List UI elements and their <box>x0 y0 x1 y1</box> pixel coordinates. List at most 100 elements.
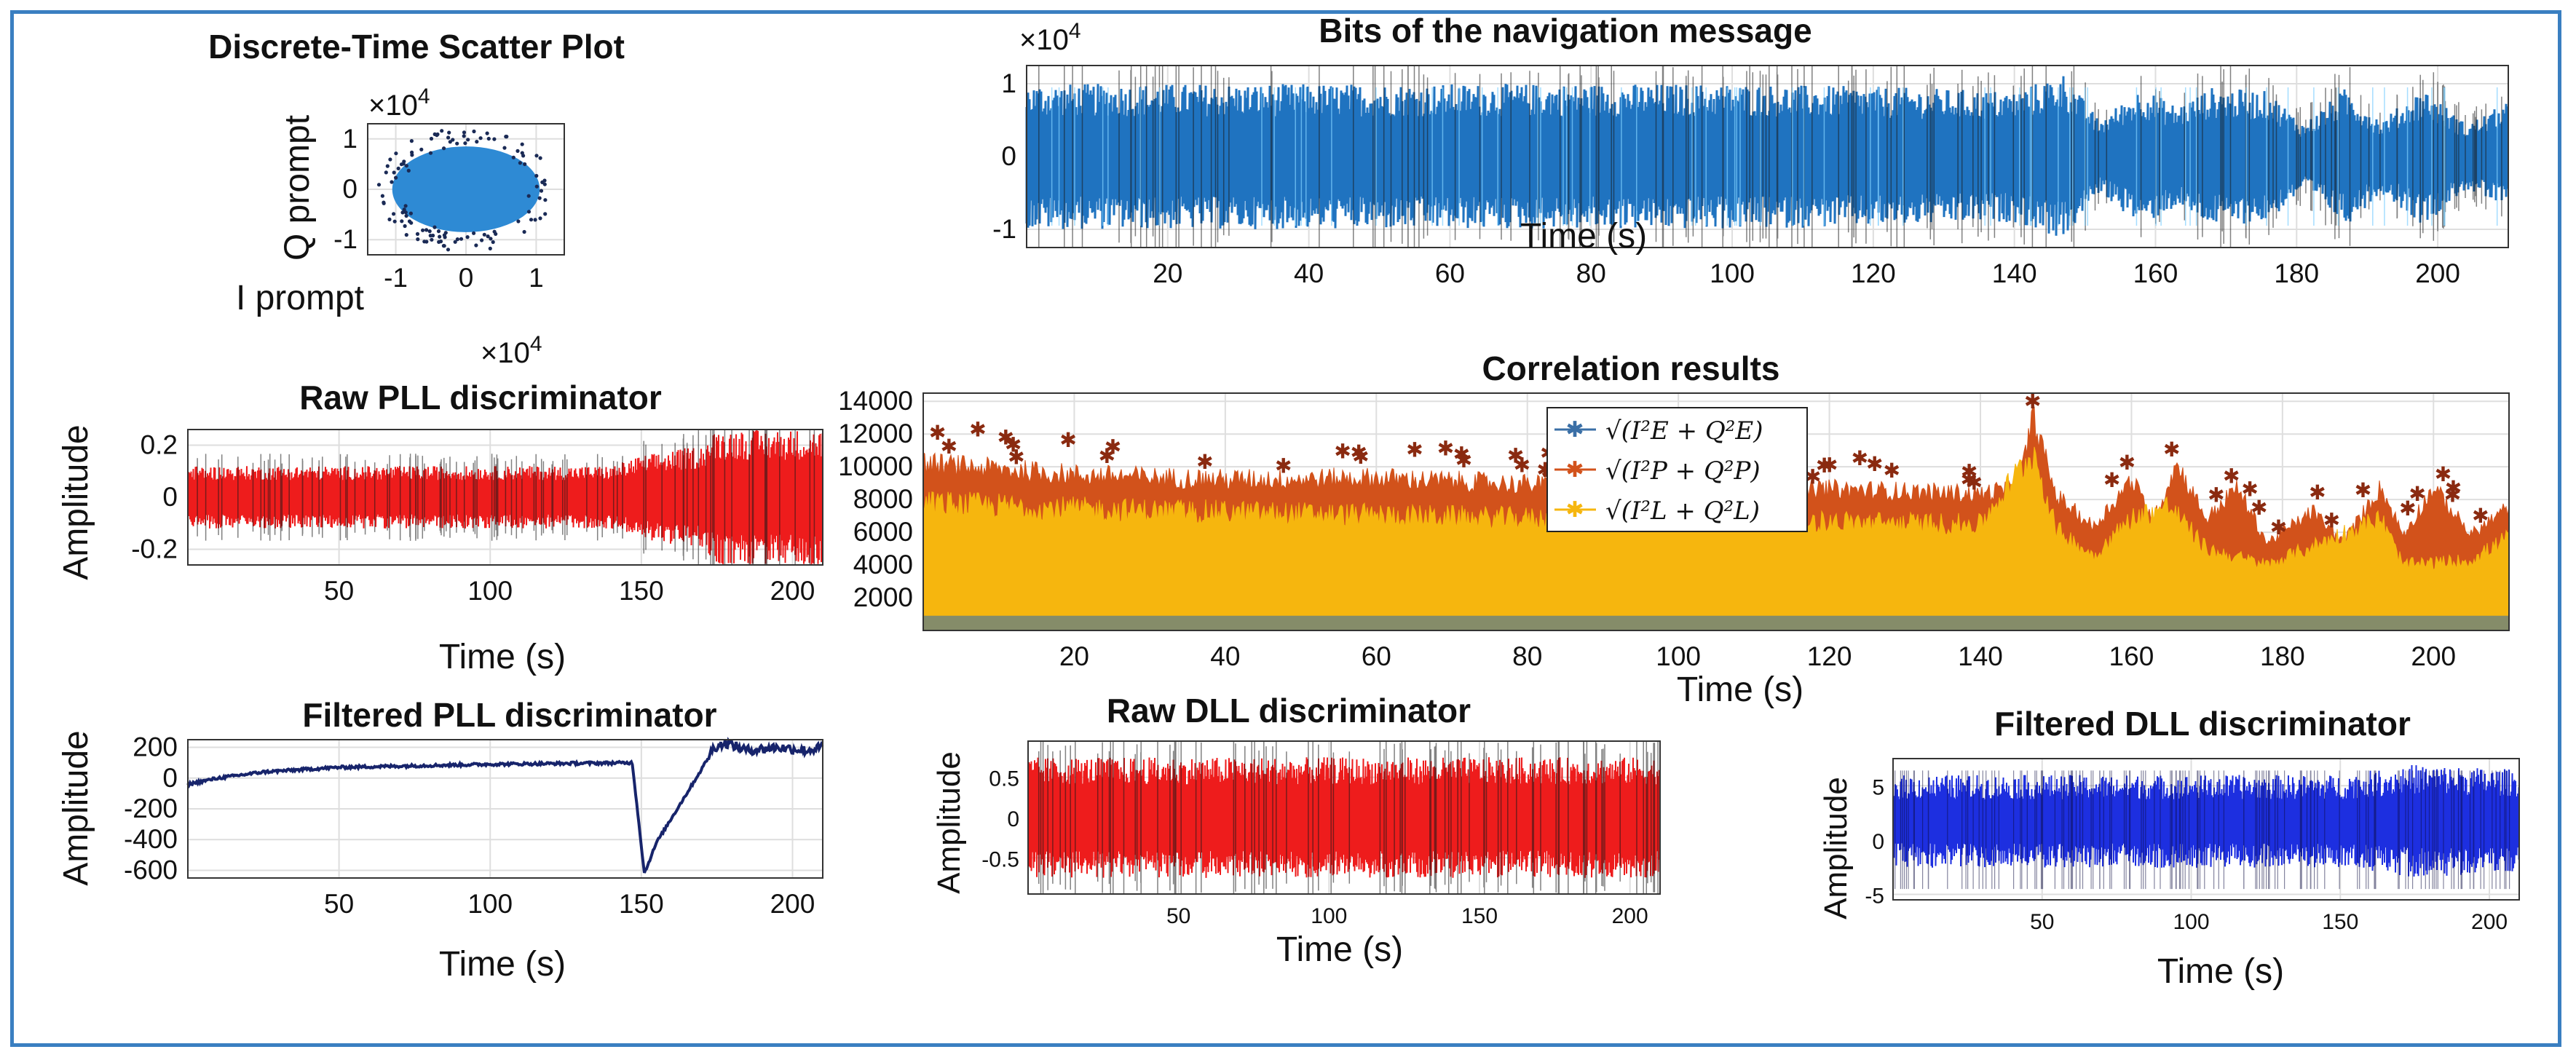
filtdll-xtick-3: 200 <box>2471 910 2508 934</box>
corr-legend: ✱ √(I²E + Q²E) ✱ √(I²P + Q²P) ✱ √(I²L + … <box>1546 407 1808 532</box>
scatter-point <box>486 234 490 239</box>
corr-marker: ✱ <box>1455 449 1472 472</box>
rawdll-ytick-2: -0.5 <box>981 847 1019 871</box>
corr-marker: ✱ <box>2445 477 2462 499</box>
corr-marker: ✱ <box>1059 429 1076 451</box>
filtdll-ytick-2: -5 <box>1865 885 1884 909</box>
legend-label-early: √(I²E + Q²E) <box>1605 416 1763 446</box>
corr-marker: ✱ <box>1961 469 1978 491</box>
corr-xtick-9: 200 <box>2411 641 2456 671</box>
bits-xtick-1: 40 <box>1294 258 1324 288</box>
scatter-point <box>466 138 470 142</box>
legend-entry-late: ✱ √(I²L + Q²L) <box>1554 497 1760 526</box>
rawpll-series-spikes <box>197 430 815 565</box>
corr-marker: ✱ <box>2119 451 2136 474</box>
scatter-point <box>435 133 439 138</box>
filtdll-spikes <box>1895 770 2520 890</box>
corr-marker: ✱ <box>2309 481 2326 504</box>
filtpll-xtick-3: 200 <box>770 889 815 919</box>
filtdll-ytick-0: 5 <box>1872 775 1884 799</box>
corr-marker: ✱ <box>969 419 986 441</box>
scatter-point <box>428 151 433 155</box>
svg-text:✱: ✱ <box>1565 418 1584 442</box>
bits-xtick-4: 100 <box>1710 258 1755 288</box>
corr-xtick-4: 100 <box>1656 641 1701 671</box>
rawpll-ytick-0: 0.2 <box>141 430 178 459</box>
filtpll-ytick-4: -600 <box>124 855 178 885</box>
corr-ytick-3: 8000 <box>853 484 913 514</box>
scatter-ylabel: Q prompt <box>278 115 317 261</box>
legend-entry-prompt: ✱ √(I²P + Q²P) <box>1554 456 1761 486</box>
scatter-point <box>430 237 434 242</box>
scatter-point <box>404 213 408 218</box>
scatter-point <box>396 166 400 170</box>
filtpll-xtick-2: 150 <box>619 889 664 919</box>
corr-ytick-2: 10000 <box>838 451 913 481</box>
rawpll-exponent: ×104 <box>481 332 542 370</box>
rawdll-axes-box <box>1027 740 1661 895</box>
corr-marker: ✱ <box>1437 438 1454 460</box>
scatter-point <box>415 232 420 236</box>
scatter-point <box>542 182 547 186</box>
bits-ytick-2: -1 <box>992 214 1016 244</box>
legend-entry-early: ✱ √(I²E + Q²E) <box>1554 416 1763 446</box>
filtpll-ytick-1: 0 <box>162 763 178 793</box>
scatter-point <box>400 219 404 224</box>
scatter-point <box>505 135 509 139</box>
scatter-point <box>488 246 492 250</box>
scatter-xtick-2: 1 <box>529 263 544 293</box>
bits-xlabel: Time (s) <box>1520 217 1647 256</box>
corr-marker: ✱ <box>1804 466 1821 489</box>
scatter-point <box>427 229 432 234</box>
rawpll-ytick-1: 0 <box>162 482 178 512</box>
corr-marker: ✱ <box>1852 447 1868 470</box>
corr-marker: ✱ <box>2409 483 2425 505</box>
corr-marker: ✱ <box>1275 455 1292 478</box>
corr-marker: ✱ <box>1352 446 1369 468</box>
corr-marker: ✱ <box>2472 505 2489 527</box>
scatter-point <box>485 131 489 135</box>
scatter-point <box>424 228 429 232</box>
scatter-point <box>419 147 424 151</box>
scatter-point <box>448 140 452 144</box>
scatter-point <box>523 162 527 167</box>
rawpll-axes-box <box>187 429 823 566</box>
corr-ytick-0: 14000 <box>838 386 913 416</box>
filtdll-title: Filtered DLL discriminator <box>1994 705 2411 743</box>
filtpll-axes-box <box>187 739 823 879</box>
scatter-xtick-0: -1 <box>384 263 408 293</box>
scatter-point <box>410 153 414 157</box>
scatter-point <box>526 210 532 214</box>
scatter-point <box>403 204 408 208</box>
filtdll-axes-box <box>1892 758 2520 901</box>
scatter-cloud <box>392 146 540 232</box>
bits-xtick-0: 20 <box>1153 258 1182 288</box>
rawpll-ytick-2: -0.2 <box>131 534 178 564</box>
scatter-point <box>400 210 405 215</box>
corr-marker: ✱ <box>1105 435 1121 458</box>
scatter-point <box>403 210 408 215</box>
rawdll-xtick-2: 150 <box>1461 904 1498 928</box>
scatter-point <box>543 198 548 202</box>
bits-axes-box <box>1026 65 2509 248</box>
scatter-panel: Discrete-Time Scatter Plot ×104 -1 0 110-1… <box>208 28 625 317</box>
rawpll-xtick-2: 150 <box>619 576 664 606</box>
scatter-ytick-0: 1 <box>342 124 357 154</box>
filtpll-ytick-3: -400 <box>124 824 178 854</box>
rawpll-plot-area: 50 100 150 200 0.2 0 -0.2 <box>131 429 823 606</box>
scatter-point <box>409 139 414 143</box>
scatter-point <box>463 141 467 146</box>
scatter-point <box>465 235 470 240</box>
corr-xtick-0: 20 <box>1059 641 1089 671</box>
scatter-point <box>520 142 524 146</box>
scatter-point <box>455 237 460 242</box>
rawdll-title: Raw DLL discriminator <box>1107 692 1471 729</box>
corr-panel: Correlation results ✱✱✱✱✱✱✱✱✱✱✱✱✱✱✱✱✱✱✱✱… <box>838 349 2510 709</box>
filtdll-panel: Filtered DLL discriminator 50 100 150 20050… <box>1818 705 2520 991</box>
scatter-point <box>384 170 388 175</box>
scatter-point <box>475 140 479 144</box>
scatter-point <box>446 248 451 252</box>
filtpll-xtick-0: 50 <box>324 889 354 919</box>
corr-marker: ✱ <box>941 435 957 458</box>
